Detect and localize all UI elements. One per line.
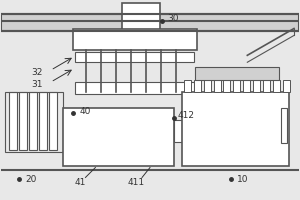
Bar: [214, 80, 220, 92]
Text: 31: 31: [31, 80, 42, 89]
Bar: [174, 120, 182, 142]
Bar: [194, 80, 201, 92]
Bar: [19, 92, 27, 150]
Text: 41: 41: [75, 178, 86, 187]
Bar: [243, 80, 250, 92]
Bar: [29, 92, 37, 150]
Bar: [182, 92, 289, 166]
Bar: [273, 80, 280, 92]
Bar: [1, 14, 299, 31]
Bar: [39, 92, 47, 150]
Bar: [74, 52, 194, 62]
Bar: [74, 82, 194, 94]
Bar: [224, 80, 230, 92]
Text: 10: 10: [237, 175, 249, 184]
Text: 40: 40: [80, 107, 91, 116]
Bar: [9, 92, 17, 150]
Bar: [73, 28, 197, 50]
Bar: [184, 80, 191, 92]
Bar: [204, 80, 211, 92]
Bar: [263, 80, 270, 92]
Bar: [49, 92, 57, 150]
Text: 32: 32: [31, 68, 42, 77]
Bar: [233, 80, 240, 92]
Text: 30: 30: [167, 14, 178, 23]
Bar: [253, 80, 260, 92]
Bar: [63, 108, 174, 166]
Bar: [122, 3, 160, 30]
Bar: [195, 67, 279, 80]
Bar: [5, 92, 63, 152]
Text: 20: 20: [25, 175, 36, 184]
Text: 412: 412: [178, 111, 195, 120]
Bar: [283, 80, 290, 92]
Bar: [281, 108, 287, 143]
Text: 411: 411: [128, 178, 145, 187]
